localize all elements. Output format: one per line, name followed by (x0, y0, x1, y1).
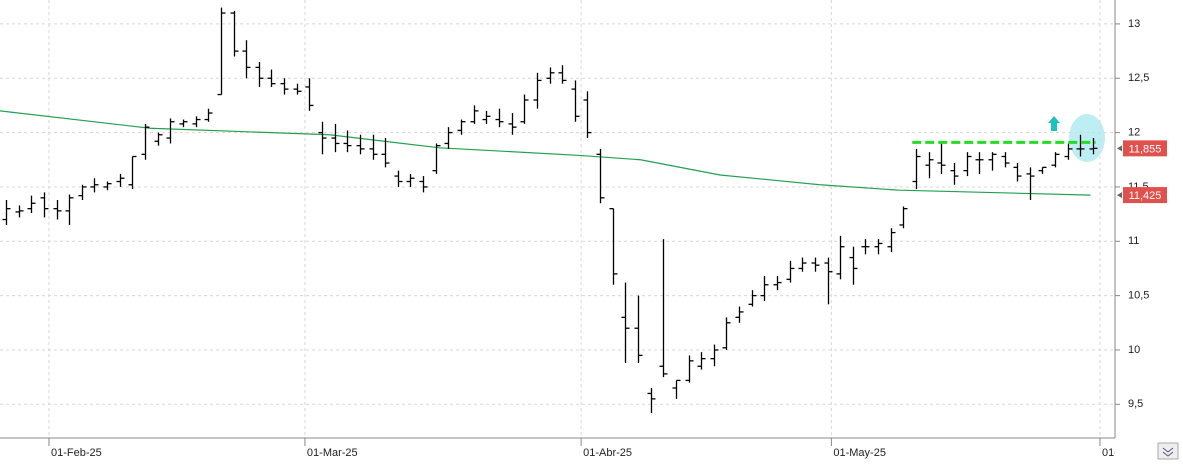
y-tick-label: 9,5 (1128, 398, 1143, 410)
price-pointer (1117, 145, 1122, 152)
y-tick-label: 10 (1128, 344, 1140, 356)
scroll-icon (1162, 447, 1174, 457)
price-label-box (1123, 187, 1167, 204)
x-tick-label: 01-Mar-25 (307, 447, 358, 459)
x-tick-label: 01-May-25 (833, 447, 886, 459)
y-tick-label: 12 (1128, 127, 1140, 139)
y-tick-label: 12,5 (1128, 72, 1149, 84)
moving-average (0, 110, 1091, 196)
y-tick-label: 10,5 (1128, 290, 1149, 302)
price-pointer (1117, 192, 1122, 199)
y-tick-label: 13 (1128, 18, 1140, 30)
price-label-box (1123, 140, 1167, 157)
price-label: 11,855 (1129, 143, 1162, 155)
scroll-button[interactable] (1157, 442, 1179, 460)
x-tick-label: 01-Feb-25 (51, 447, 102, 459)
y-tick-label: 11 (1128, 235, 1139, 247)
highlight-ellipse (1069, 114, 1105, 162)
signal-arrow (1048, 116, 1060, 131)
x-tick-label: 01-Abr-25 (583, 447, 632, 459)
price-label: 11,425 (1129, 190, 1162, 202)
x-tick-label: 01-Jun-25 (1102, 447, 1152, 459)
